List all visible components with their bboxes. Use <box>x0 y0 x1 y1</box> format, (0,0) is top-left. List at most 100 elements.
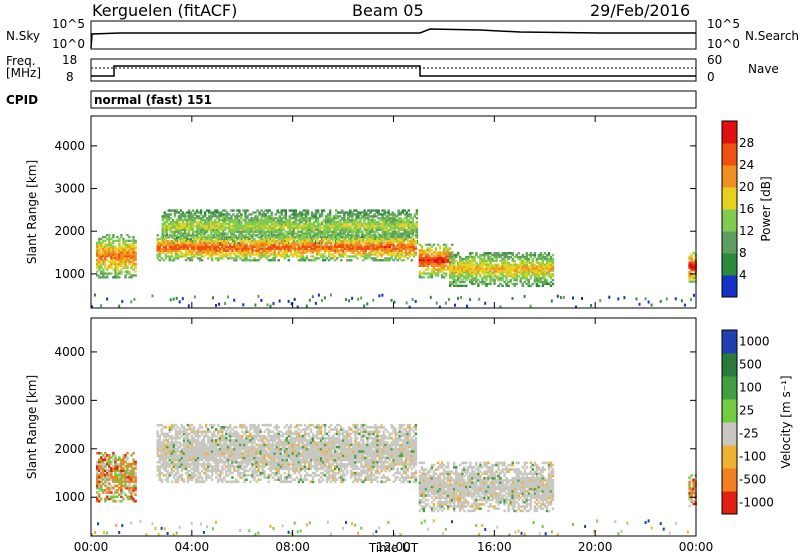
power-cell <box>501 271 504 274</box>
power-cell <box>398 241 401 245</box>
power-cell <box>256 230 259 233</box>
power-cell <box>336 243 339 247</box>
power-cell <box>203 221 207 224</box>
power-cell <box>170 234 174 237</box>
power-noise-cell <box>323 296 326 300</box>
power-cell <box>366 257 369 260</box>
velocity-cell <box>178 452 182 455</box>
power-cell <box>238 221 241 224</box>
power-cell <box>108 235 111 239</box>
power-cell <box>543 252 547 255</box>
power-cell <box>333 215 336 218</box>
power-cell <box>366 243 369 247</box>
power-cell <box>248 221 251 224</box>
power-cell <box>305 239 309 243</box>
power-cell <box>306 222 310 226</box>
velocity-cell <box>104 482 107 486</box>
power-cell <box>298 221 302 224</box>
power-cell <box>223 247 226 250</box>
power-cell <box>398 253 401 256</box>
power-cell <box>253 257 256 260</box>
power-cell <box>161 234 164 237</box>
power-cell <box>292 217 296 220</box>
power-cell <box>519 280 522 284</box>
power-cell <box>291 247 295 250</box>
power-cell <box>200 243 204 247</box>
power-cell <box>525 257 528 261</box>
power-cell <box>400 238 403 241</box>
power-cell <box>251 259 254 262</box>
power-cell <box>515 263 518 266</box>
power-cell <box>275 255 278 258</box>
power-cell <box>531 269 534 272</box>
power-cell <box>483 267 486 270</box>
power-cell <box>216 215 219 218</box>
power-cell <box>487 273 490 276</box>
power-cell <box>370 245 373 248</box>
power-cell <box>422 262 426 266</box>
power-cell <box>96 251 99 254</box>
power-cell <box>424 260 428 264</box>
power-cell <box>167 209 170 212</box>
power-cell <box>551 279 555 282</box>
velocity-cell <box>182 436 186 440</box>
power-cell <box>102 247 105 250</box>
power-cell <box>402 239 405 243</box>
power-cell <box>368 245 371 248</box>
power-cell <box>316 209 320 212</box>
power-cell <box>292 240 296 243</box>
power-cell <box>330 247 333 250</box>
velocity-cell <box>112 454 115 457</box>
power-cell <box>401 228 404 231</box>
velocity-cell <box>96 451 99 455</box>
velocity-cell <box>108 491 111 494</box>
power-cell <box>134 255 137 258</box>
velocity-cell <box>122 475 125 479</box>
power-cell <box>209 255 212 258</box>
power-noise-cell <box>650 303 653 307</box>
power-cell <box>505 271 508 274</box>
power-cell <box>171 226 175 229</box>
power-cell <box>360 238 363 241</box>
power-cell <box>266 228 269 231</box>
power-cell <box>264 226 267 229</box>
power-cell <box>189 226 193 229</box>
power-cell <box>244 217 247 220</box>
power-cell <box>533 254 537 257</box>
power-cell <box>515 282 518 286</box>
power-cell <box>529 265 532 268</box>
power-cell <box>400 239 403 243</box>
velocity-cell <box>174 458 178 462</box>
velocity-cell <box>176 458 180 462</box>
velocity-cell <box>132 458 135 462</box>
power-cell <box>400 255 403 258</box>
power-cell <box>527 267 530 270</box>
power-cell <box>163 215 166 218</box>
power-cell <box>188 259 192 262</box>
power-cell <box>483 252 486 255</box>
power-cell <box>221 236 224 239</box>
power-cell <box>418 262 422 266</box>
power-cell <box>477 273 480 276</box>
power-cell <box>190 243 194 247</box>
power-cell <box>333 222 336 226</box>
power-cell <box>525 252 528 255</box>
power-cell <box>455 254 458 257</box>
power-cell <box>346 259 349 262</box>
power-cell <box>329 219 332 222</box>
power-cell <box>489 255 492 259</box>
power-cell <box>501 279 504 282</box>
power-cell <box>289 241 292 245</box>
power-cell <box>350 255 353 258</box>
power-cell <box>485 279 488 282</box>
power-cell <box>96 245 99 248</box>
power-cell <box>238 242 241 245</box>
power-cell <box>328 238 331 241</box>
power-cell <box>386 236 389 239</box>
power-cell <box>273 236 276 239</box>
power-cell <box>239 245 242 248</box>
velocity-cell <box>182 463 186 466</box>
power-cell <box>418 258 422 262</box>
power-cell <box>167 222 170 226</box>
power-cell <box>186 253 190 256</box>
